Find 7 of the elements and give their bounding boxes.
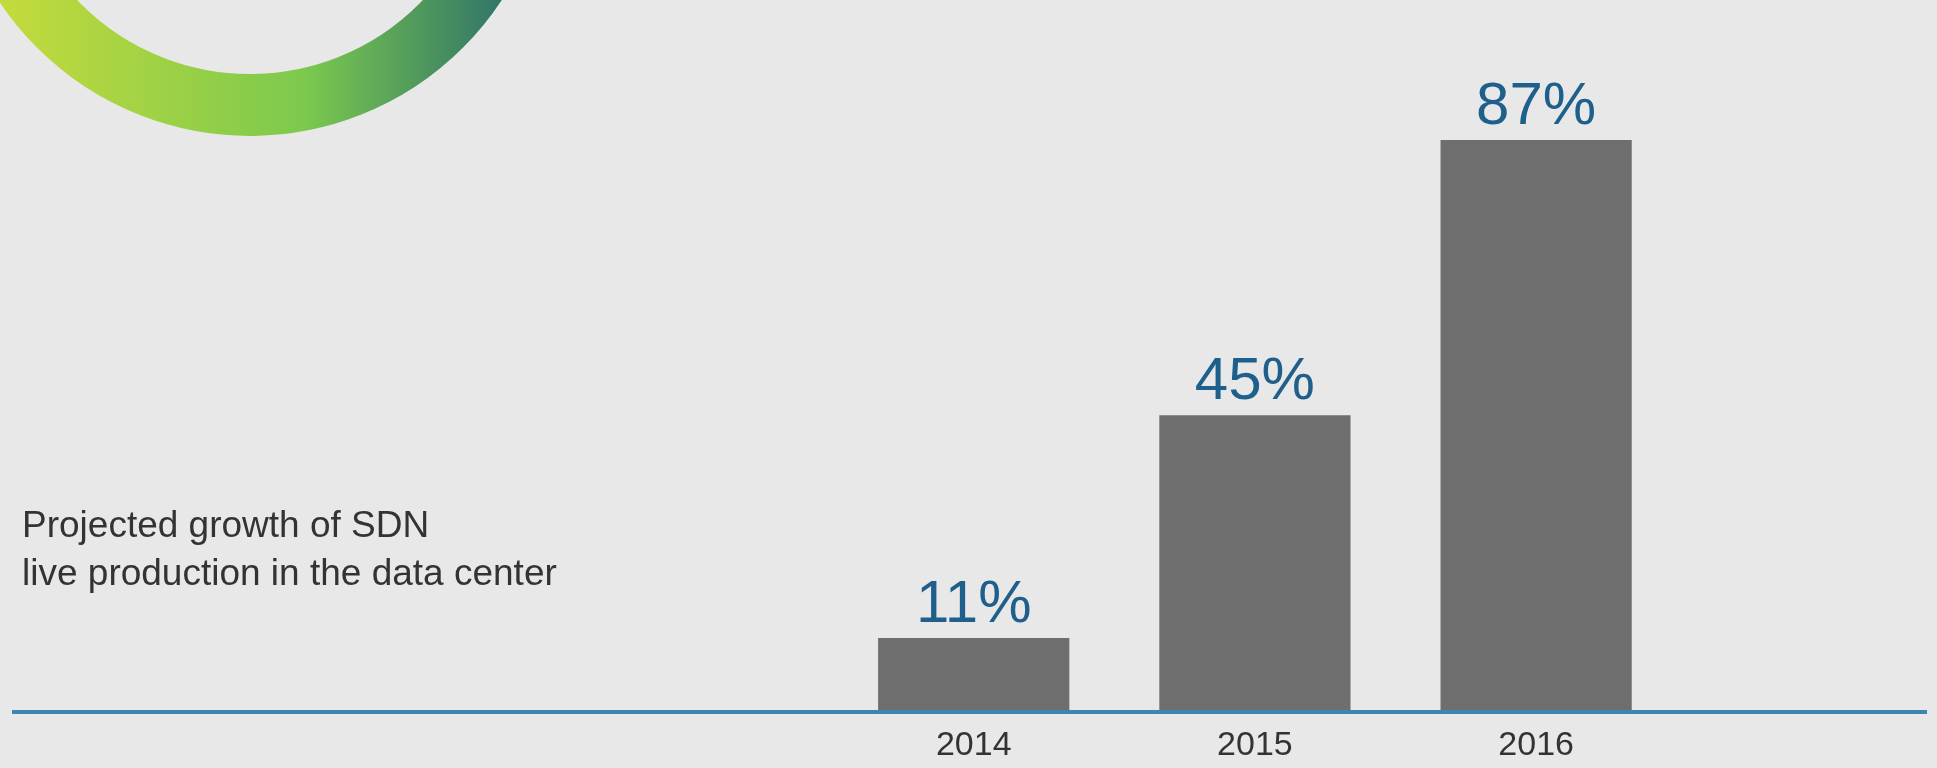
- data-label: 45%: [1194, 345, 1315, 413]
- data-label: 87%: [1476, 70, 1597, 137]
- x-tick-label: 2015: [1217, 723, 1293, 762]
- text: Projected growth of SDN live production in the data center: [22, 504, 557, 594]
- x-tick-label: 2016: [1498, 723, 1574, 762]
- data-label: 11%: [915, 567, 1032, 635]
- x-tick-label: 2014: [935, 723, 1012, 762]
